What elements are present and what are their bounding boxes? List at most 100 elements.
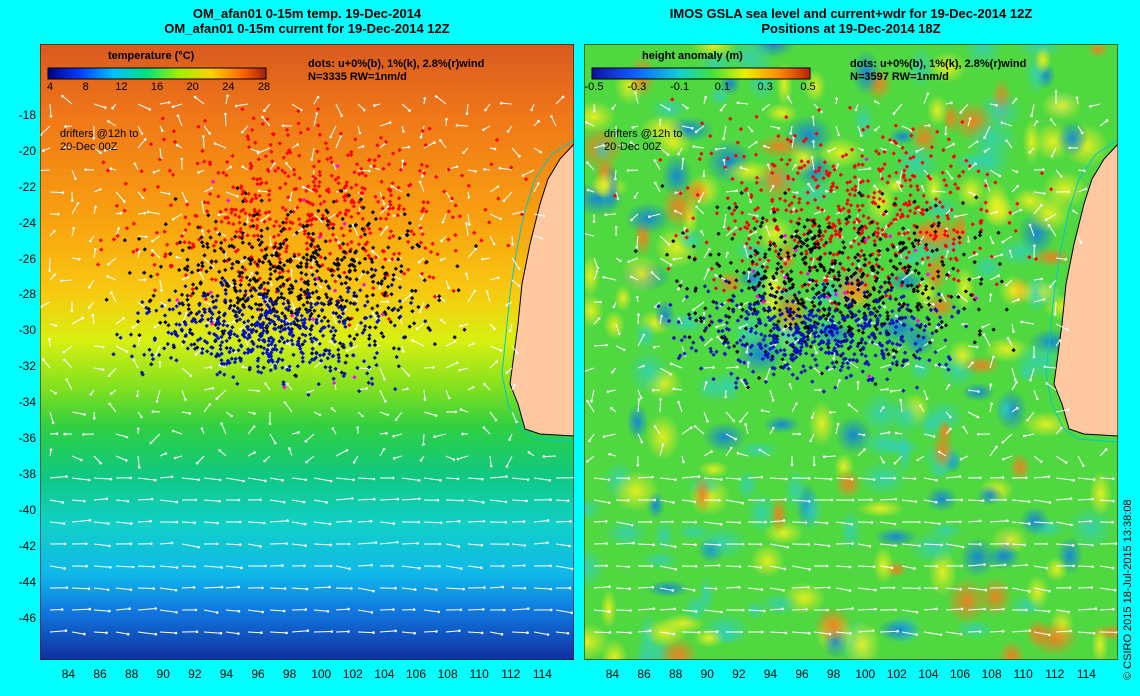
current-arrow [71, 587, 89, 590]
drifter-dot [170, 172, 176, 177]
current-arrow [42, 359, 51, 369]
drifter-dot [213, 226, 218, 232]
current-arrow-head [1089, 105, 1092, 108]
drifter-dot [286, 287, 292, 292]
current-arrow-head [264, 479, 267, 483]
current-arrow [423, 389, 426, 400]
drifter-dot [239, 235, 245, 241]
sea-level-eddy [736, 440, 780, 460]
drifter-dot [253, 288, 258, 293]
current-arrow-head [738, 477, 742, 481]
drifter-dot [335, 261, 341, 266]
drifter-dot [150, 252, 155, 258]
shelf-contour [501, 139, 574, 443]
drifter-dot [290, 221, 295, 226]
current-arrow-head [754, 140, 758, 144]
current-arrow [71, 411, 85, 415]
current-arrow-head [151, 249, 154, 252]
current-arrow [263, 103, 271, 112]
current-arrow-head [764, 225, 768, 228]
drifter-dot [222, 278, 227, 283]
current-arrow-head [1032, 355, 1036, 359]
current-arrow-head [616, 197, 620, 201]
drifter-dot [154, 230, 159, 235]
current-arrow-head [416, 542, 419, 545]
drifter-dot [271, 234, 277, 240]
drifter-dot [290, 284, 295, 289]
drifter-dot [397, 251, 402, 256]
current-arrow-head [304, 608, 308, 611]
drifter-dot [345, 153, 351, 158]
current-arrow-head [540, 236, 543, 240]
current-arrow-head [991, 241, 995, 245]
current-arrow-head [107, 120, 110, 123]
current-arrow-head [293, 306, 296, 310]
current-arrow-head [1023, 434, 1026, 438]
current-arrow-head [637, 313, 640, 317]
current-arrow [137, 139, 146, 149]
drifter-dot [420, 128, 425, 134]
drifter-dot [405, 232, 410, 238]
current-arrow-head [480, 631, 484, 635]
current-arrow-head [61, 501, 65, 504]
drifter-dot [252, 260, 258, 265]
current-arrow [49, 411, 54, 423]
current-arrow [203, 257, 214, 268]
drifter-dot [245, 324, 251, 329]
drifter-dot [418, 240, 424, 245]
drifter-dot [428, 249, 434, 255]
drifter-dot [307, 218, 312, 223]
current-arrow-head [505, 303, 509, 307]
current-arrow-head [1091, 497, 1094, 501]
current-arrow [291, 103, 302, 111]
current-arrow-head [217, 213, 221, 217]
drifter-dot [418, 225, 423, 231]
current-arrow-head [815, 351, 818, 355]
drifter-dot [233, 249, 239, 254]
drifter-dot [330, 354, 335, 359]
drifter-dot [243, 288, 248, 294]
current-arrow-head [388, 259, 391, 262]
current-arrow-head [1071, 544, 1075, 547]
drifter-dot [249, 294, 254, 299]
drifter-dot [336, 359, 341, 364]
drifter-dot [152, 288, 158, 293]
current-arrow-head [716, 335, 719, 339]
drifter-dot [237, 338, 242, 343]
current-arrow-head [282, 609, 286, 613]
current-arrow-head [1060, 175, 1063, 178]
drifter-dot [296, 339, 301, 344]
current-arrow [159, 499, 177, 503]
drifter-dot [348, 228, 353, 233]
drifter-dot [98, 238, 103, 243]
current-arrow-head [99, 188, 102, 191]
current-arrow-head [738, 305, 741, 309]
drifter-dot [253, 140, 258, 145]
drifter-dot [326, 299, 332, 304]
current-arrow-head [1053, 312, 1057, 316]
drifter-dot [260, 325, 265, 330]
drifter-dot [314, 337, 319, 342]
current-arrow-head [894, 431, 898, 435]
current-arrow-head [975, 345, 979, 349]
current-arrow-head [305, 460, 308, 464]
current-arrow-head [1028, 223, 1032, 227]
current-arrow-head [1089, 520, 1092, 523]
drifter-dot [278, 241, 283, 247]
drifter-dot [239, 344, 244, 349]
drifter-dot [278, 260, 283, 265]
current-arrow-head [76, 202, 80, 205]
current-arrow-head [1048, 501, 1052, 504]
current-arrow-head [172, 429, 175, 433]
current-arrow [335, 608, 349, 611]
drifter-dot [301, 197, 307, 203]
sea-level-eddy [641, 550, 680, 569]
current-arrow-head [230, 414, 233, 418]
drifter-dot [356, 211, 361, 216]
drifter-dot [188, 310, 194, 315]
current-arrow [49, 499, 63, 503]
current-arrow-head [935, 478, 938, 482]
current-arrow-head [739, 166, 743, 169]
current-arrow [445, 389, 450, 399]
current-arrow [393, 275, 403, 281]
